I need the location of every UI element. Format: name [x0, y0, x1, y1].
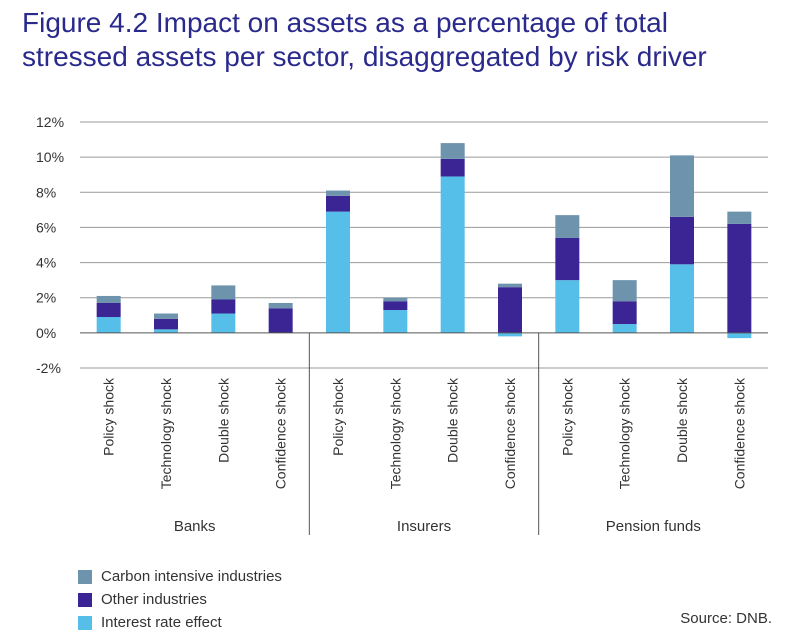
x-category-label: Policy shock — [559, 377, 575, 456]
y-tick-label: 0% — [36, 325, 56, 341]
bar-segment-interest — [211, 313, 236, 333]
bar-segment-interest — [96, 317, 121, 333]
x-category-label: Policy shock — [330, 377, 346, 456]
bar-segment-carbon — [440, 143, 465, 159]
y-tick-label: 8% — [36, 184, 56, 200]
legend-label-carbon: Carbon intensive industries — [101, 568, 282, 585]
chart-title-line-2: stressed assets per sector, disaggregate… — [22, 41, 707, 72]
legend-item-other: Other industries — [78, 588, 282, 611]
bar-segment-carbon — [727, 211, 752, 224]
x-category-label: Confidence shock — [731, 377, 747, 489]
y-tick-label: 12% — [36, 114, 64, 130]
bar-segment-other — [268, 308, 293, 333]
x-category-label: Double shock — [215, 377, 231, 463]
bar-segment-other — [670, 216, 694, 265]
bar-segment-carbon — [211, 285, 236, 300]
group-label: Pension funds — [606, 518, 701, 535]
bars — [96, 143, 752, 339]
legend-item-carbon: Carbon intensive industries — [78, 565, 282, 588]
bar-segment-carbon — [268, 302, 293, 309]
legend-swatch-carbon — [78, 569, 92, 584]
bar-segment-other — [727, 223, 752, 333]
legend: Carbon intensive industries Other indust… — [78, 565, 282, 634]
y-tick-label: -2% — [36, 360, 61, 376]
bar-segment-interest — [727, 332, 752, 339]
bar-segment-other — [96, 302, 121, 318]
bar-segment-carbon — [612, 280, 637, 302]
bar-segment-interest — [326, 211, 350, 333]
group-label: Insurers — [397, 518, 451, 535]
x-category-label: Policy shock — [101, 377, 117, 456]
source-note: Source: DNB. — [680, 610, 772, 627]
bar-segment-interest — [440, 176, 465, 333]
bar-segment-interest — [498, 332, 522, 337]
bar-segment-other — [440, 158, 465, 177]
bar-segment-other — [498, 287, 522, 333]
bar-segment-carbon — [555, 215, 580, 238]
bar-segment-interest — [383, 310, 408, 333]
bar-segment-carbon — [154, 313, 178, 319]
x-category-label: Double shock — [445, 377, 461, 463]
y-tick-label: 4% — [36, 255, 56, 271]
chart-title-line-1: Figure 4.2 Impact on assets as a percent… — [22, 7, 668, 38]
legend-label-other: Other industries — [101, 591, 207, 608]
bar-segment-other — [383, 301, 408, 311]
bar-segment-interest — [670, 264, 694, 333]
y-tick-label: 6% — [36, 219, 56, 235]
bar-segment-other — [326, 195, 350, 212]
bar-segment-other — [612, 301, 637, 325]
labels: -2% 0% 2% 4% 6% 8% 10% 12% Policy shock Technolog… — [36, 114, 747, 535]
group-label: Banks — [174, 518, 216, 535]
x-category-label: Confidence shock — [273, 377, 289, 489]
bar-segment-carbon — [96, 295, 121, 303]
legend-swatch-interest — [78, 615, 92, 630]
x-category-label: Technology shock — [158, 377, 174, 489]
stacked-bar-chart: -2% 0% 2% 4% 6% 8% 10% 12% Policy shock Technolog… — [36, 114, 768, 535]
bar-segment-interest — [154, 329, 178, 333]
x-category-label: Confidence shock — [502, 377, 518, 489]
x-category-label: Double shock — [674, 377, 690, 463]
axes — [80, 332, 768, 535]
legend-swatch-other — [78, 592, 92, 607]
legend-label-interest: Interest rate effect — [101, 614, 222, 631]
x-category-label: Technology shock — [617, 377, 633, 489]
bar-segment-carbon — [498, 283, 522, 288]
bar-segment-other — [211, 299, 236, 314]
grid-lines — [80, 121, 768, 369]
y-tick-label: 10% — [36, 149, 64, 165]
bar-segment-interest — [555, 280, 580, 333]
bar-segment-carbon — [670, 155, 694, 217]
bar-segment-other — [154, 318, 178, 330]
x-category-label: Technology shock — [387, 377, 403, 489]
bar-segment-other — [555, 237, 580, 281]
bar-segment-carbon — [326, 190, 350, 196]
bar-segment-carbon — [383, 297, 408, 302]
chart-title: Figure 4.2 Impact on assets as a percent… — [22, 6, 782, 74]
bar-segment-interest — [612, 324, 637, 333]
y-tick-label: 2% — [36, 290, 56, 306]
legend-item-interest: Interest rate effect — [78, 611, 282, 634]
